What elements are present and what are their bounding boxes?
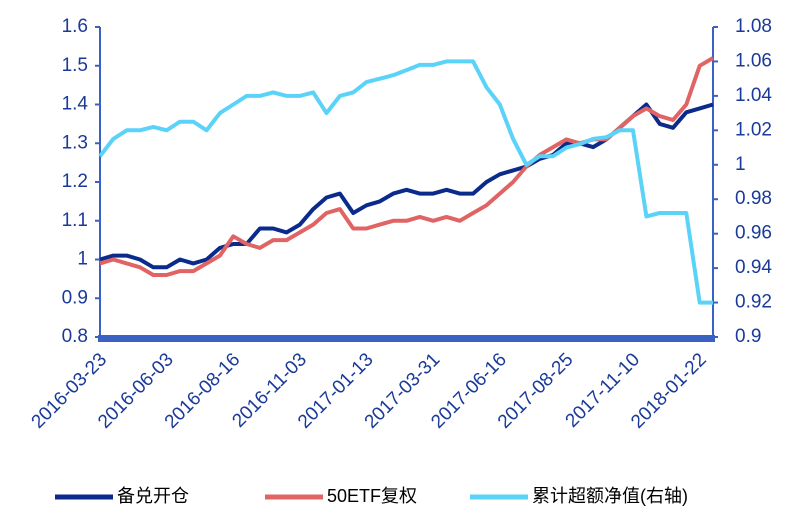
- y2-tick-label: 1.02: [735, 119, 772, 140]
- y2-tick-label: 1.06: [735, 50, 772, 71]
- legend-label: 备兑开仓: [117, 486, 189, 506]
- series-line: [98, 59, 713, 305]
- x-axis: [98, 335, 715, 342]
- y2-tick-label: 0.9: [735, 326, 761, 347]
- legend-label: 50ETF复权: [327, 486, 417, 506]
- legend-label: 累计超额净值(右轴): [532, 486, 688, 506]
- y-tick-label: 1.6: [62, 16, 88, 37]
- y2-tick-label: 1.08: [735, 16, 772, 37]
- y2-tick-label: 0.98: [735, 188, 772, 209]
- y-tick-label: 1: [77, 249, 88, 270]
- y-tick-label: 1.5: [62, 55, 88, 76]
- y2-tick-label: 0.92: [735, 292, 772, 313]
- y-tick-label: 0.8: [62, 326, 88, 347]
- y-tick-label: 0.9: [62, 287, 88, 308]
- y-tick-label: 1.1: [62, 210, 88, 231]
- series-line: [99, 56, 715, 277]
- y-tick-label: 1.4: [62, 94, 89, 115]
- y2-tick-label: 0.94: [735, 257, 772, 278]
- y-tick-label: 1.3: [62, 132, 88, 153]
- y-tick-label: 1.2: [62, 171, 88, 192]
- y2-tick-label: 1.04: [735, 85, 772, 106]
- y2-tick-label: 0.96: [735, 223, 772, 244]
- y2-tick-label: 1: [735, 154, 746, 175]
